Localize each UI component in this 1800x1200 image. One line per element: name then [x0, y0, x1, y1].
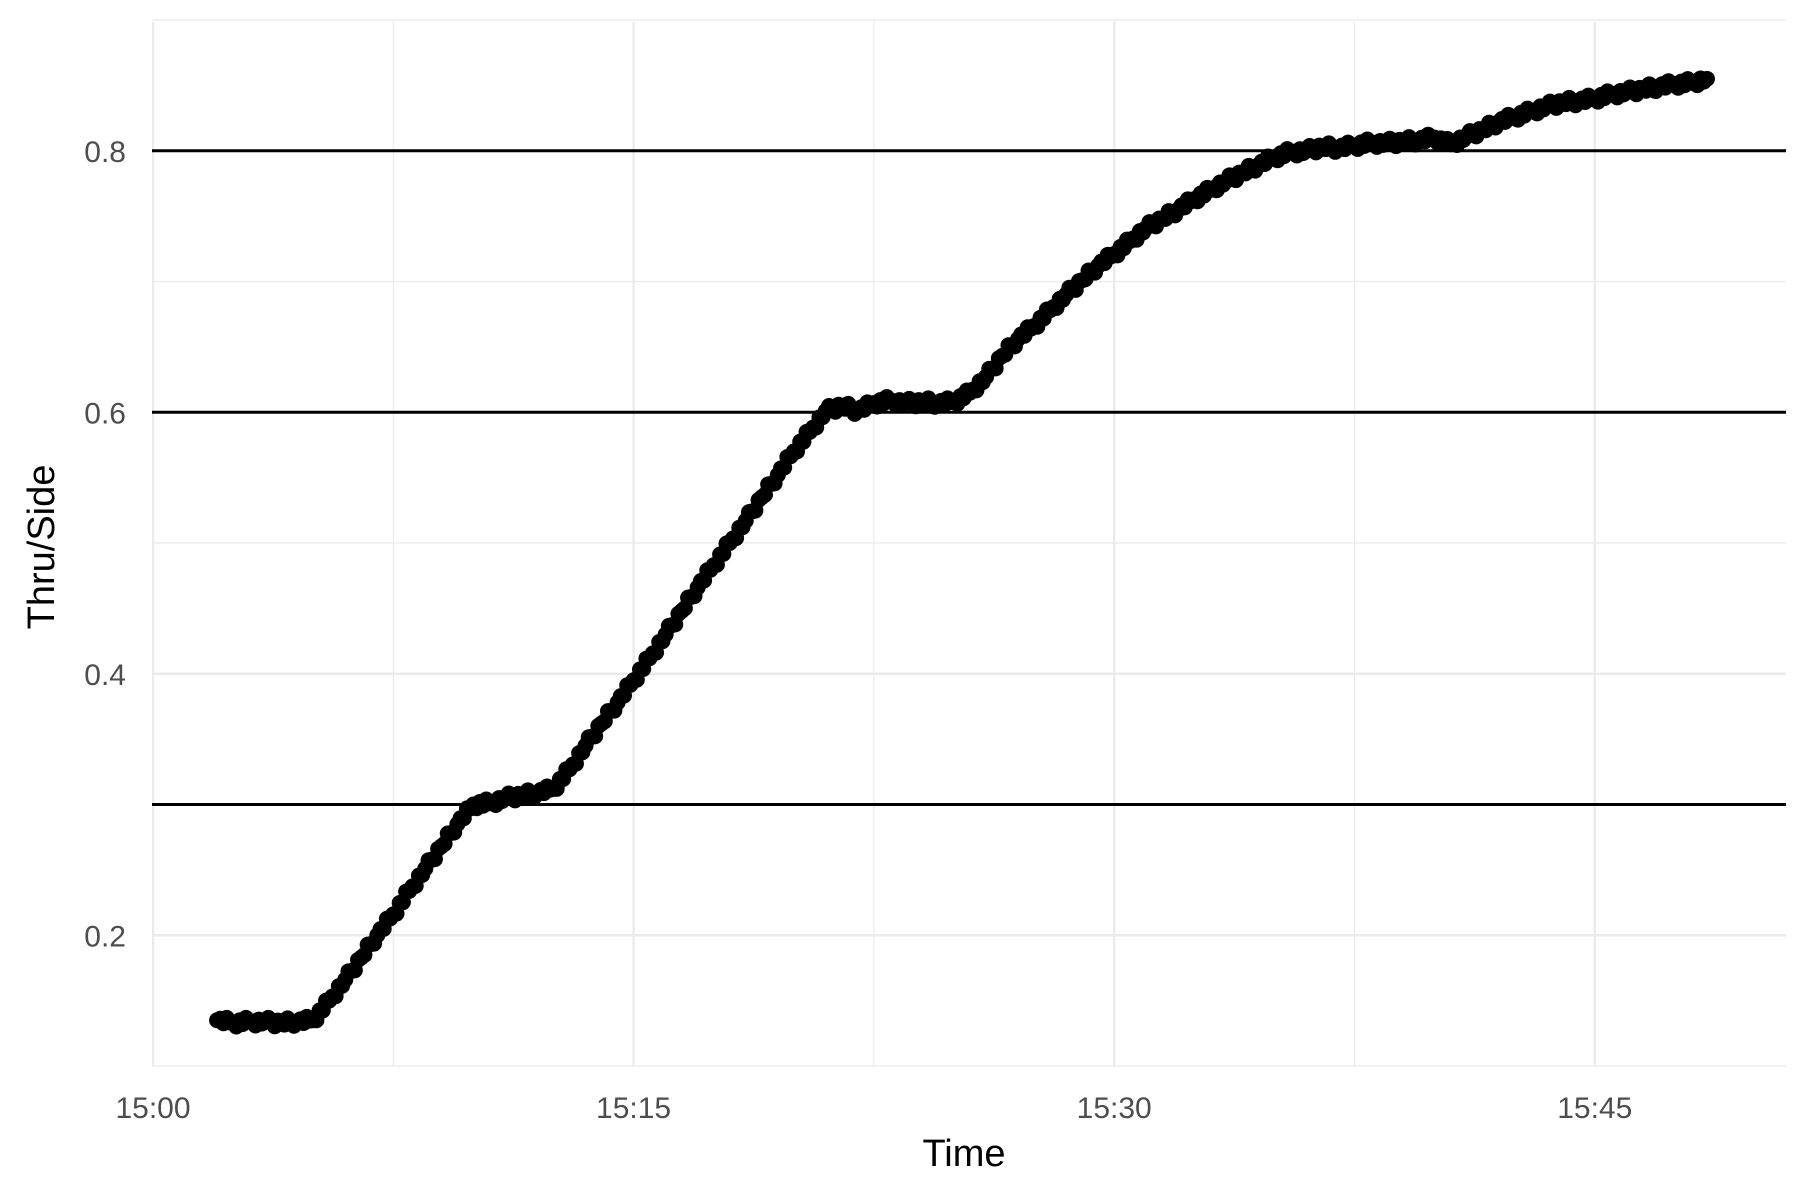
y-tick-label: 0.4: [84, 659, 126, 692]
y-axis-title: Thru/Side: [21, 465, 63, 630]
data-point: [1698, 70, 1715, 87]
data-points: [209, 70, 1715, 1035]
y-tick-label: 0.6: [84, 397, 126, 430]
x-tick-label: 15:15: [596, 1092, 671, 1125]
y-tick-label: 0.2: [84, 920, 126, 953]
tick-labels: 15:00 15:15 15:30 15:45 0.2 0.4 0.6 0.8: [84, 136, 1632, 1125]
x-tick-label: 15:45: [1557, 1092, 1632, 1125]
y-tick-label: 0.8: [84, 136, 126, 169]
x-tick-label: 15:00: [115, 1092, 190, 1125]
x-axis-title: Time: [922, 1133, 1005, 1175]
reference-lines: [152, 149, 1786, 806]
x-tick-label: 15:30: [1077, 1092, 1152, 1125]
